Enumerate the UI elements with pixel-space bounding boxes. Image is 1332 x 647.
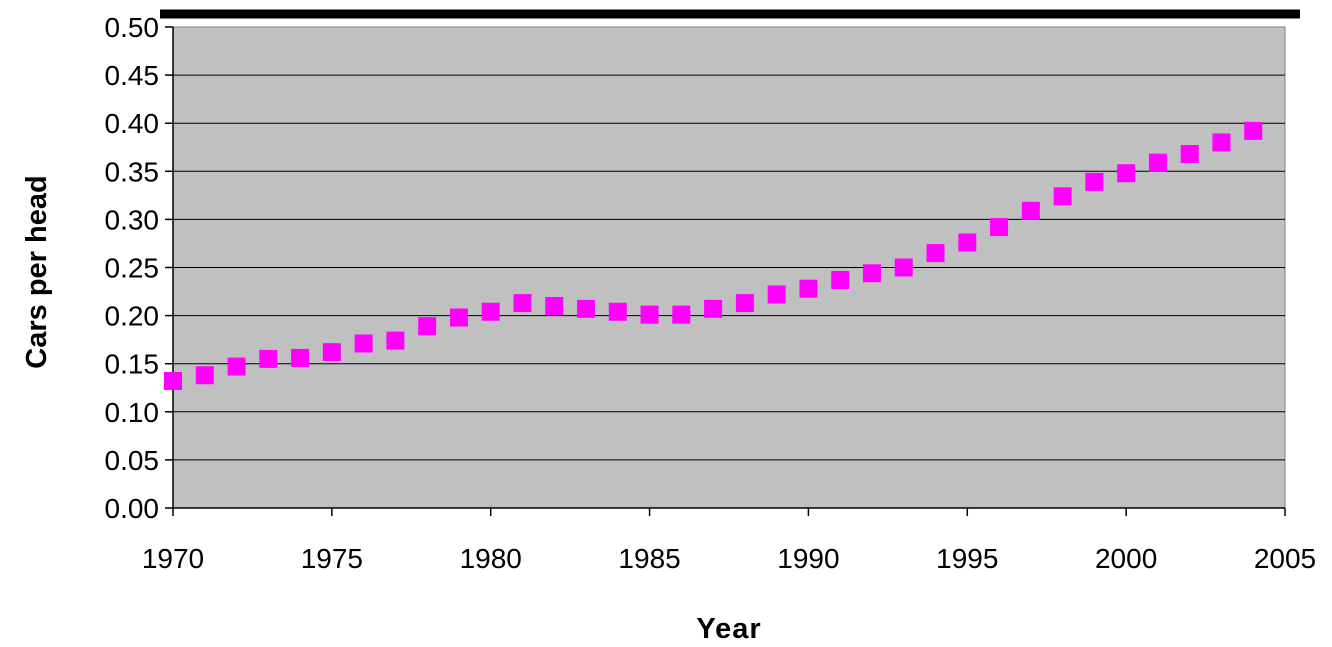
tick-marks (165, 26, 1286, 516)
y-tick-label: 0.05 (105, 445, 160, 476)
x-tick-label: 1970 (142, 543, 204, 574)
gridlines (173, 74, 1285, 461)
y-tick-labels: 0.00 0.05 0.10 0.15 0.20 0.25 0.30 0.35 0.40 0.45… (105, 12, 160, 524)
y-tick-label: 0.40 (105, 108, 160, 139)
data-point (990, 218, 1009, 237)
data-point (195, 366, 214, 385)
data-point (1244, 121, 1263, 140)
y-tick-label: 0.20 (105, 301, 160, 332)
data-point (545, 296, 564, 315)
data-point (958, 233, 977, 252)
x-axis-title: Year (696, 613, 761, 645)
data-point (831, 271, 850, 290)
y-tick-label: 0.30 (105, 204, 160, 235)
y-axis-title: Cars per head (21, 175, 53, 368)
data-point (322, 343, 341, 362)
data-point (1117, 164, 1136, 183)
y-tick-label: 0.10 (105, 397, 160, 428)
x-tick-label: 1975 (301, 543, 363, 574)
data-point (227, 357, 246, 376)
data-point (386, 331, 405, 350)
data-points (164, 121, 1263, 391)
x-tick-label: 2000 (1095, 543, 1157, 574)
y-tick-label: 0.45 (105, 60, 160, 91)
data-point (1180, 144, 1199, 163)
x-tick-labels: 1970 1975 1980 1985 1990 1995 2000 2005 (142, 543, 1316, 574)
data-point (672, 305, 691, 324)
x-tick-label: 1985 (618, 543, 680, 574)
data-point (1021, 201, 1040, 220)
x-tick-label: 1995 (936, 543, 998, 574)
y-tick-label: 0.25 (105, 253, 160, 284)
data-point (894, 258, 913, 277)
data-point (418, 317, 437, 336)
data-point (767, 285, 786, 304)
data-point (1085, 172, 1104, 191)
data-point (291, 348, 310, 367)
data-point (862, 264, 881, 283)
x-tick-label: 2005 (1254, 543, 1316, 574)
data-point (259, 349, 278, 368)
y-tick-label: 0.50 (105, 12, 160, 43)
y-tick-label: 0.35 (105, 156, 160, 187)
y-tick-label: 0.15 (105, 349, 160, 380)
data-point (481, 302, 500, 321)
data-point (799, 279, 818, 298)
data-point (1053, 187, 1072, 206)
data-point (926, 244, 945, 263)
data-point (354, 334, 373, 353)
x-tick-label: 1980 (460, 543, 522, 574)
data-point (1212, 133, 1231, 152)
data-point (608, 302, 627, 321)
data-point (164, 372, 182, 391)
data-point (640, 305, 659, 324)
data-point (1148, 153, 1167, 172)
data-point (513, 294, 532, 313)
x-tick-label: 1990 (777, 543, 839, 574)
data-point (735, 294, 754, 313)
y-tick-label: 0.00 (105, 493, 160, 524)
data-point (704, 299, 723, 318)
data-point (449, 308, 468, 327)
data-point (577, 299, 596, 318)
